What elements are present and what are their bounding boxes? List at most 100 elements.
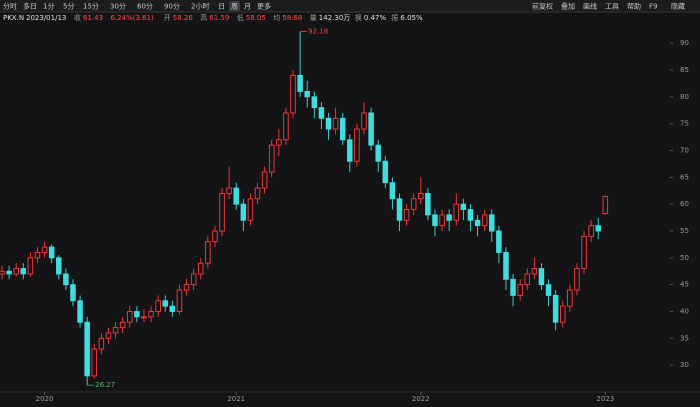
candle-body: [517, 284, 523, 296]
candle-body: [134, 311, 140, 318]
y-tick-label: 90: [680, 39, 689, 47]
candle-body: [233, 187, 239, 205]
candle-body: [169, 305, 176, 312]
toolbar-tab[interactable]: 30分: [110, 2, 126, 11]
chart: 分时 多日 1分 5分 15分 30分 60分 90分 2小时 日周月更多 前复权 叠加 画线 工具 帮助 F…: [0, 1, 689, 403]
y-tick-label: 65: [680, 173, 689, 181]
field-value: 0.47%: [364, 14, 387, 22]
field-value: 142.30万: [319, 14, 351, 22]
toolbar-tab[interactable]: 60分: [137, 2, 153, 11]
toolbar-tab[interactable]: 90分: [164, 2, 180, 11]
candle-body: [375, 144, 381, 162]
toolbar-tab[interactable]: 分时: [3, 2, 17, 11]
candle-body: [6, 270, 12, 275]
candle-body: [318, 107, 325, 119]
candle-body: [41, 246, 48, 253]
candle-body: [219, 192, 225, 232]
y-tick-label: 40: [680, 308, 689, 316]
candle-body: [119, 321, 126, 329]
candle-body: [261, 171, 268, 189]
candle-body: [63, 273, 69, 286]
candle-body: [254, 187, 261, 200]
candle-body: [304, 91, 310, 98]
candle-body: [425, 192, 431, 216]
candle-body: [84, 321, 90, 377]
candle-body: [283, 112, 289, 141]
y-tick-label: 80: [680, 93, 689, 101]
symbol: PKX.N: [3, 14, 24, 22]
candle-body: [268, 144, 275, 173]
field-label: 开: [164, 14, 171, 22]
date: 2023/01/13: [26, 14, 66, 22]
candle-body: [105, 332, 112, 339]
candle-body: [127, 311, 133, 323]
field-value: 61.59: [209, 14, 229, 22]
toolbar-tab[interactable]: 5分: [63, 2, 74, 11]
toolbar-button[interactable]: 隐藏: [671, 2, 685, 11]
candle-body: [410, 198, 417, 210]
candle-body: [481, 214, 488, 227]
toolbar-button[interactable]: 画线: [583, 2, 597, 11]
y-tick-label: 45: [680, 281, 689, 289]
toolbar-tab[interactable]: 周: [231, 3, 238, 11]
candle-body: [240, 203, 247, 221]
candle-body: [332, 117, 339, 130]
toolbar-button[interactable]: 前复权: [532, 2, 553, 11]
x-tick-label: 2020: [36, 395, 54, 403]
field-label: 收: [74, 13, 81, 22]
toolbar-tab[interactable]: 多日: [23, 2, 37, 11]
candle-body: [588, 225, 594, 237]
candle-body: [467, 209, 474, 221]
candle-body: [205, 241, 211, 264]
candle-body: [148, 311, 154, 318]
toolbar-tab[interactable]: 更多: [257, 2, 271, 11]
candle-body: [418, 192, 424, 200]
candle-body: [382, 160, 389, 184]
field-value: 58.05: [246, 14, 266, 22]
candle-body: [162, 300, 168, 307]
field-label: 高: [200, 13, 207, 22]
candle-body: [545, 284, 552, 296]
candle-body: [70, 284, 76, 302]
candle-body: [325, 117, 332, 130]
toolbar-tab[interactable]: 日: [218, 3, 225, 11]
candle-body: [389, 182, 396, 200]
candle-body: [574, 268, 580, 291]
candle-body: [524, 273, 531, 286]
candle-body: [489, 214, 495, 232]
toolbar-button[interactable]: F9: [649, 3, 657, 11]
tab-selected: [229, 1, 240, 11]
toolbar-tab[interactable]: 月: [244, 3, 251, 11]
candle-body: [347, 139, 353, 162]
candle-body: [20, 268, 27, 275]
field-label: 低: [237, 13, 244, 22]
candle-body: [155, 300, 161, 312]
candle-body: [56, 257, 62, 275]
x-tick-label: 2023: [596, 395, 614, 403]
candle-body: [98, 337, 105, 350]
toolbar-tab[interactable]: 1分: [43, 2, 54, 11]
candle-body: [581, 235, 587, 270]
toolbar-button[interactable]: 工具: [605, 3, 619, 11]
field-value: 58.26: [173, 14, 194, 22]
candle-body: [403, 209, 410, 221]
candle-body: [538, 268, 545, 286]
candle-body: [510, 278, 516, 296]
candle-body: [503, 252, 509, 280]
y-tick-label: 30: [680, 361, 689, 369]
y-tick-label: 75: [680, 120, 689, 128]
x-tick-label: 2021: [227, 395, 245, 403]
candle-body: [552, 294, 559, 323]
toolbar-tab[interactable]: 2小时: [191, 2, 209, 11]
candle-body: [34, 252, 41, 259]
candle-body: [112, 327, 119, 334]
candle-body: [432, 214, 438, 227]
candle-body: [496, 230, 502, 253]
toolbar-tab[interactable]: 15分: [83, 2, 99, 11]
toolbar-button[interactable]: 帮助: [627, 2, 641, 11]
toolbar-button[interactable]: 叠加: [561, 2, 575, 11]
candle-body: [212, 230, 218, 243]
field-label: 量: [310, 14, 317, 22]
y-tick-label: 35: [680, 334, 689, 342]
